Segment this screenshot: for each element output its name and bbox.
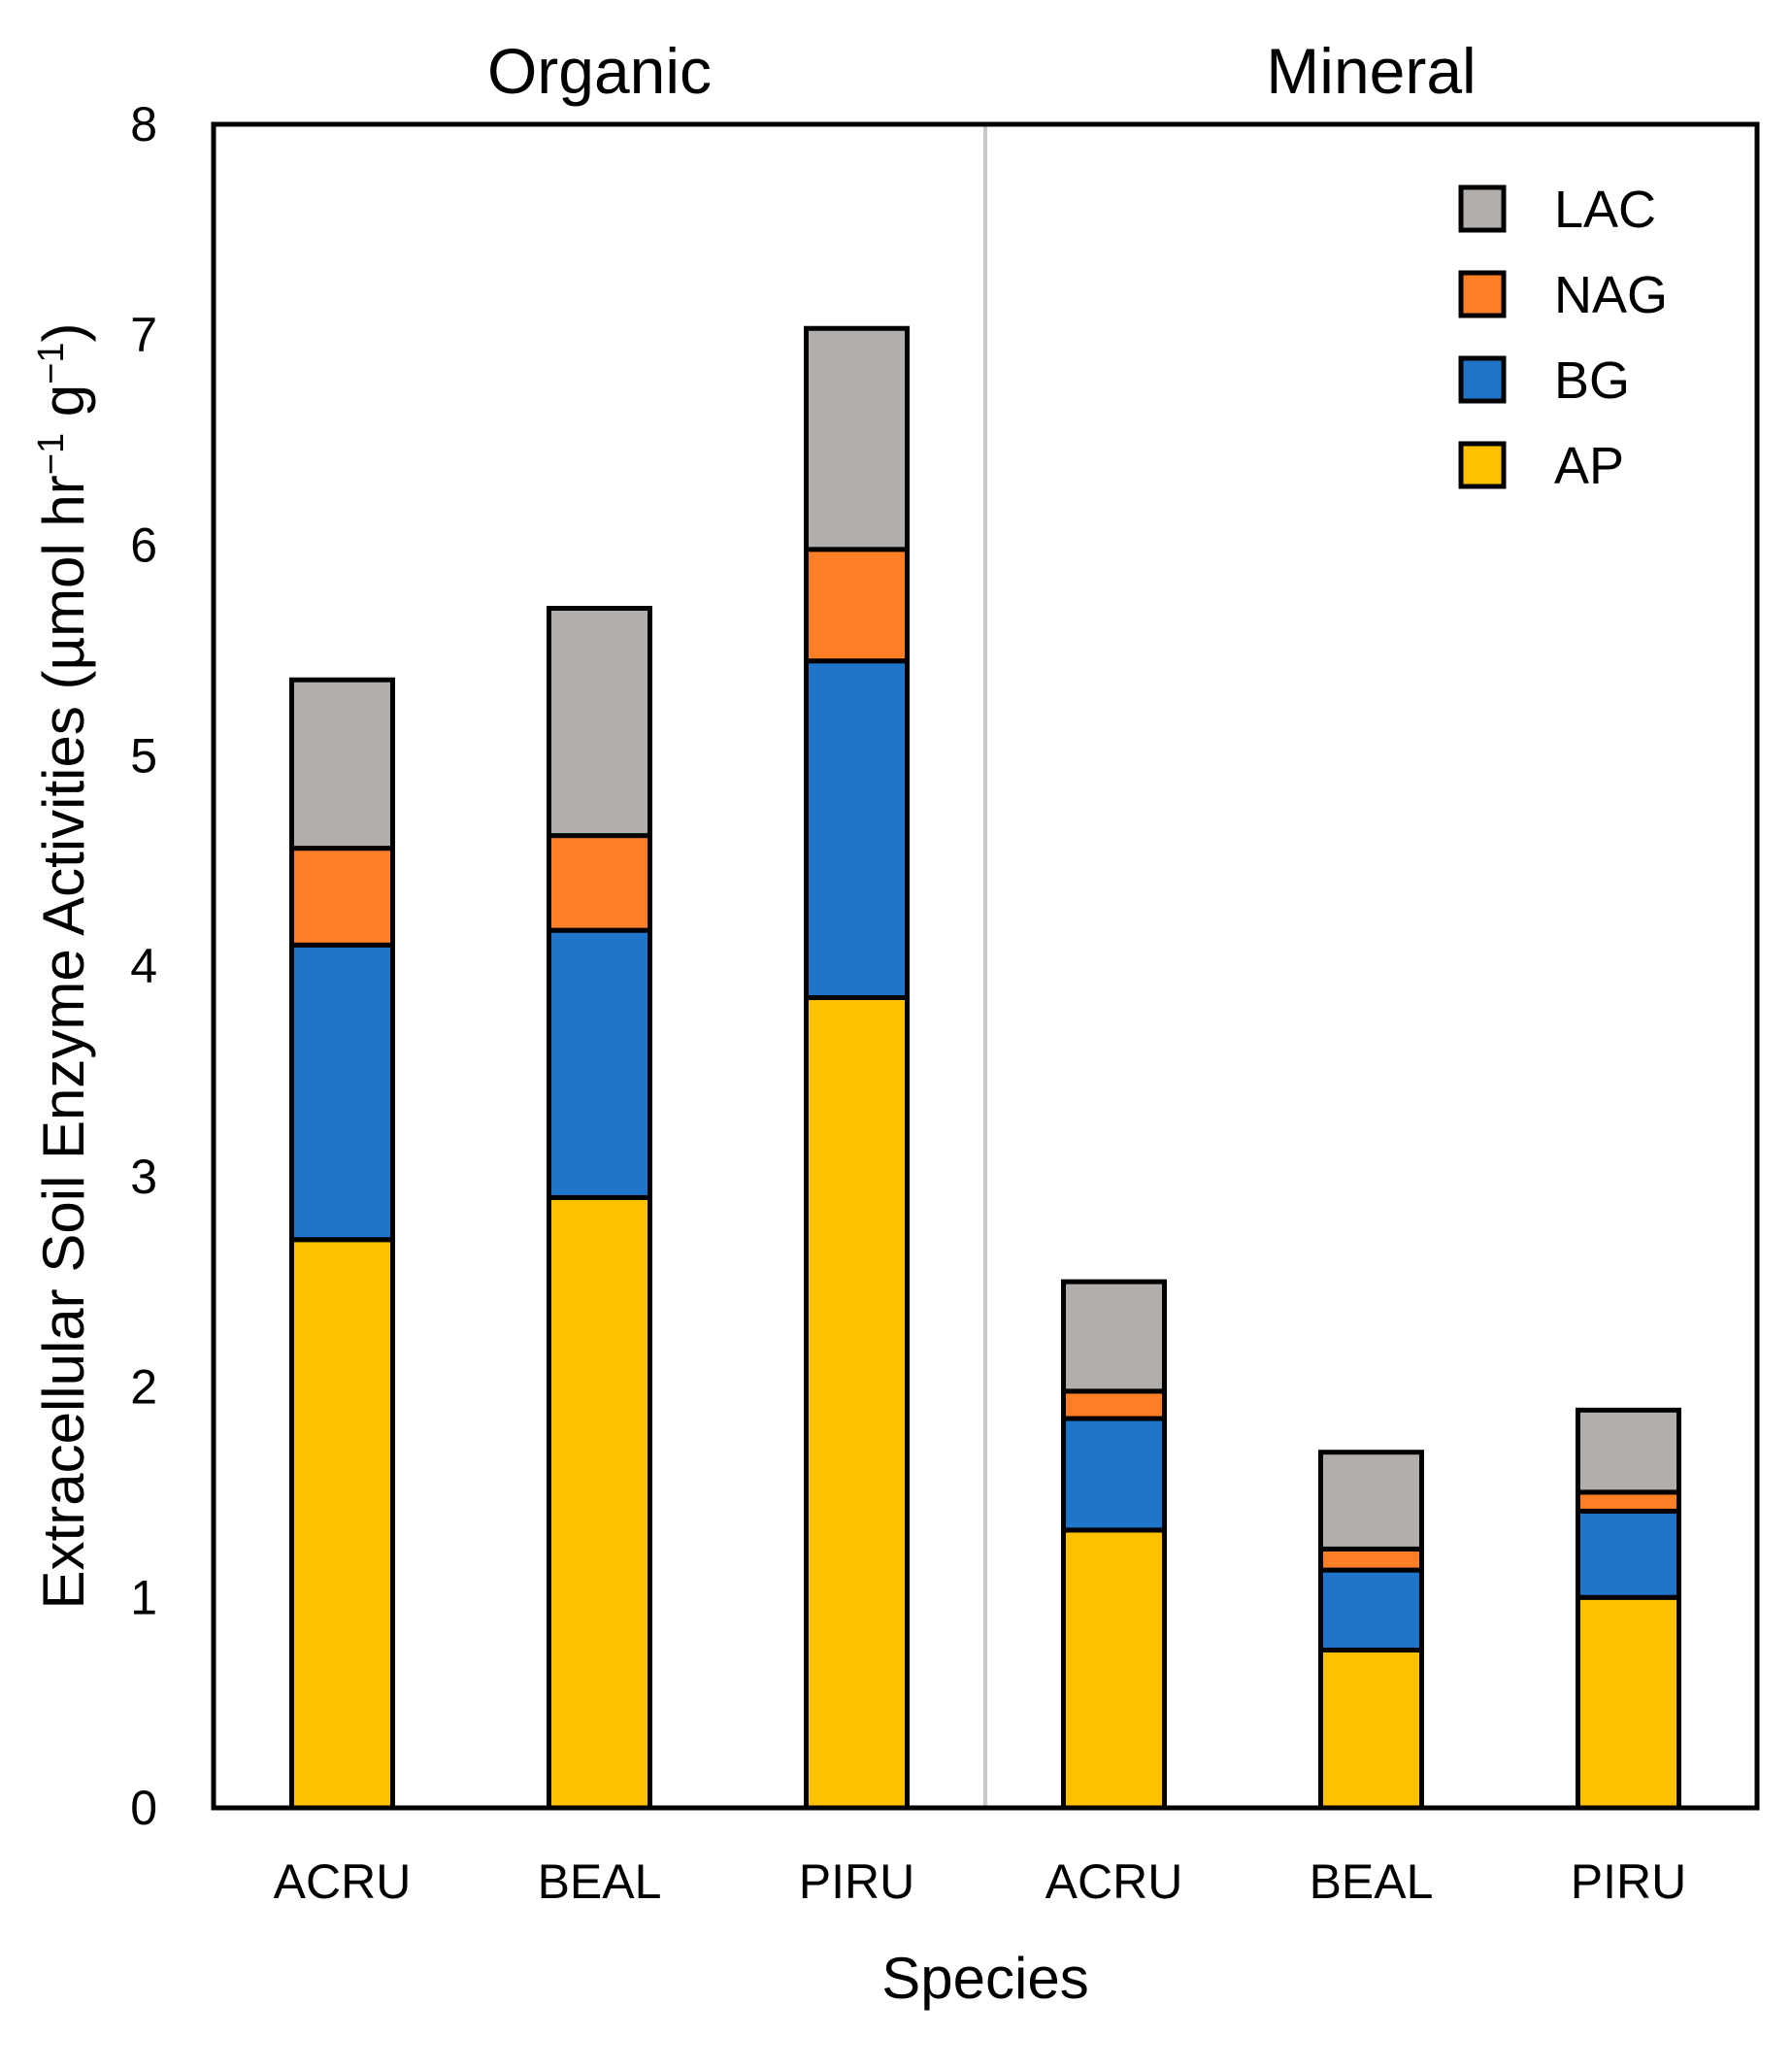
y-tick-label: 8 [130,97,157,151]
y-axis-title-mid: g [31,384,96,433]
legend-label: AP [1554,437,1624,495]
bar-segment-ap [289,1237,395,1811]
legend-swatch [1458,184,1507,233]
bar-stack [804,325,910,1811]
y-axis-title-main: Extracellular Soil Enzyme Activities (µm… [31,475,96,1609]
legend-label: BG [1554,351,1630,410]
legend-label: LAC [1554,181,1656,239]
bar-stack [289,677,395,1811]
x-tick-label: BEAL [538,1854,662,1909]
bar-segment-nag [1061,1388,1167,1421]
x-tick-label: ACRU [1045,1854,1183,1909]
x-axis-title: Species [881,1946,1088,2011]
panel-label-organic: Organic [487,35,712,107]
y-axis-title-sup2: −1 [31,343,72,384]
legend-item-lac: LAC [1458,181,1656,239]
bar-segment-bg [289,942,395,1243]
y-tick-label: 1 [130,1570,157,1624]
panel-label-mineral: Mineral [1266,35,1476,107]
bar-segment-nag [804,547,910,664]
y-tick-label: 6 [130,518,157,573]
y-tick-label: 4 [130,939,157,993]
bar-segment-lac [1576,1407,1681,1495]
legend-swatch [1458,355,1507,404]
legend: LAC NAG BG AP [1458,181,1668,495]
y-axis-title-sup1: −1 [31,433,72,475]
bar-segment-nag [1576,1489,1681,1514]
legend-swatch [1458,270,1507,318]
bar-stack [547,606,652,1811]
bar-segment-lac [1318,1450,1424,1552]
bar-segment-ap [1576,1594,1681,1811]
legend-label: NAG [1554,266,1668,324]
x-tick-label: BEAL [1310,1854,1434,1909]
legend-item-ap: AP [1458,437,1624,495]
bar-segment-bg [1576,1508,1681,1600]
bar-segment-ap [1318,1647,1424,1811]
y-tick-label: 7 [130,308,157,362]
bar-stack [1318,1450,1424,1811]
y-tick-label: 5 [130,728,157,783]
plot-frame [211,121,1760,1811]
legend-item-bg: BG [1458,351,1630,410]
bar-segment-lac [289,677,395,851]
x-tick-label: PIRU [799,1854,914,1909]
bar-segment-bg [1318,1567,1424,1653]
bar-segment-bg [804,658,910,1001]
bar-segment-nag [1318,1546,1424,1573]
bar-segment-ap [804,995,910,1811]
y-tick-label: 0 [130,1781,157,1835]
bar-segment-nag [289,846,395,948]
x-axis-categories: ACRU BEAL PIRU ACRU BEAL PIRU [274,1854,1687,1909]
legend-item-nag: NAG [1458,266,1668,324]
bar-segment-bg [1061,1416,1167,1533]
y-axis-ticks: 0 1 2 3 4 5 6 7 8 [130,97,157,1835]
bar-stack [1576,1407,1681,1811]
legend-swatch [1458,441,1507,489]
bar-segment-nag [547,833,652,933]
y-tick-label: 3 [130,1150,157,1204]
bar-segment-ap [1061,1527,1167,1811]
y-axis-title-end: ) [31,323,96,343]
bar-segment-lac [804,325,910,552]
bar-segment-lac [1061,1279,1167,1394]
bar-segment-ap [547,1194,652,1811]
x-tick-label: PIRU [1571,1854,1686,1909]
bar-segment-bg [547,927,652,1200]
bar-stack [1061,1279,1167,1811]
x-tick-label: ACRU [274,1854,412,1909]
panel-labels: Organic Mineral [487,35,1477,107]
y-axis-title: Extracellular Soil Enzyme Activities (µm… [31,323,96,1610]
y-tick-label: 2 [130,1360,157,1415]
bar-segment-lac [547,606,652,839]
